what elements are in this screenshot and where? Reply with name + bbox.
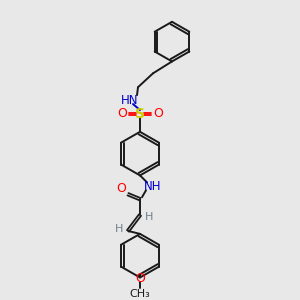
Text: O: O xyxy=(135,272,145,285)
Text: S: S xyxy=(135,107,145,121)
Text: O: O xyxy=(117,107,127,121)
Text: NH: NH xyxy=(144,180,162,193)
Text: O: O xyxy=(153,107,163,121)
Text: CH₃: CH₃ xyxy=(130,289,150,299)
Text: H: H xyxy=(115,224,123,234)
Text: HN: HN xyxy=(121,94,139,106)
Text: O: O xyxy=(116,182,126,195)
Text: H: H xyxy=(145,212,153,222)
